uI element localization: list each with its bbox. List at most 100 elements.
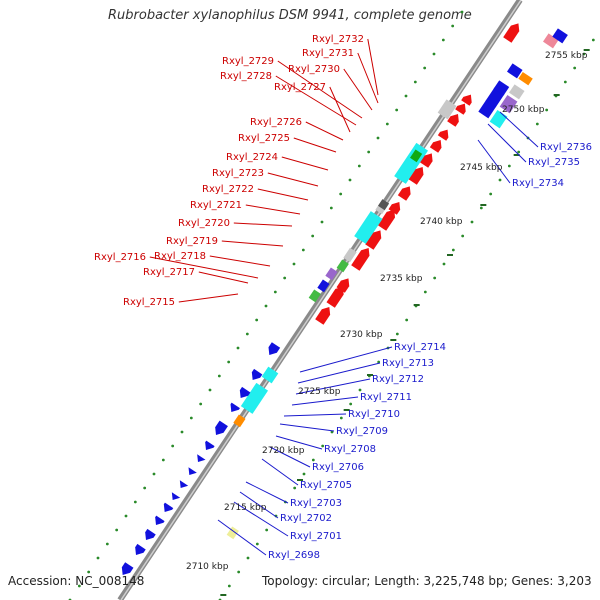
reverse-gene [179, 480, 189, 488]
tick-dot [507, 164, 511, 168]
reverse-label-leader [295, 378, 371, 395]
reverse-gene [155, 515, 165, 525]
forward-label-leader [221, 240, 284, 247]
tick-dot [348, 178, 352, 182]
upper-gene-rect [552, 28, 568, 44]
forward-gene-arrow [388, 202, 401, 215]
tick-dot [413, 80, 417, 84]
tick-dot [227, 584, 231, 588]
forward-gene-arrow [461, 94, 472, 106]
feature-box [226, 526, 239, 540]
tick-dot [460, 10, 464, 14]
reverse-gene-arrow [179, 480, 189, 488]
tick-dot [283, 276, 287, 280]
forward-gene-arrow [419, 153, 433, 168]
tick-dot [489, 192, 493, 196]
forward-gene [447, 114, 459, 127]
tick-dot [180, 430, 184, 434]
feature-rect [437, 99, 457, 120]
reverse-gene-upper [518, 72, 533, 86]
tick-dot [96, 556, 100, 560]
accession-label: Accession: NC_008148 [8, 574, 145, 588]
forward-gene [315, 307, 331, 325]
kbp-tick [553, 94, 560, 96]
tick-dot [292, 262, 296, 266]
reverse-label-leader [299, 346, 393, 373]
reverse-gene-arrow [251, 368, 263, 380]
reverse-gene-upper [493, 80, 510, 96]
tick-dot [273, 290, 277, 294]
tick-dot [311, 234, 315, 238]
reverse-gene-arrow [197, 454, 206, 462]
feature-box [261, 366, 279, 384]
tick-dot [545, 108, 549, 112]
forward-gene [397, 186, 411, 201]
tick-dot [265, 528, 269, 532]
reverse-label-leader [269, 446, 311, 468]
reverse-label-leader [499, 111, 539, 148]
tick-dot [339, 192, 343, 196]
feature-box [437, 99, 457, 120]
forward-gene-label: Rxyl_2728 [220, 71, 272, 82]
feature-rect [343, 247, 357, 263]
feature-rect [325, 267, 338, 281]
forward-gene-label: Rxyl_2715 [123, 297, 175, 308]
reverse-label-leader [261, 458, 299, 486]
forward-gene-arrow [447, 114, 459, 127]
kbp-tick-label: 2740 kbp [420, 217, 463, 227]
tick-dot [395, 108, 399, 112]
feature-rect [378, 199, 390, 211]
forward-label-leader [245, 204, 301, 215]
reverse-gene [163, 502, 174, 512]
tick-dot [376, 136, 380, 140]
forward-label-leader [178, 293, 239, 303]
forward-label-leader [149, 256, 259, 279]
forward-gene [503, 23, 520, 43]
reverse-gene-label: Rxyl_2734 [512, 178, 564, 189]
forward-gene-label: Rxyl_2727 [274, 82, 326, 93]
reverse-label-leader [233, 501, 289, 537]
forward-gene-label: Rxyl_2732 [312, 34, 364, 45]
reverse-gene-label: Rxyl_2713 [382, 358, 434, 369]
kbp-tick [480, 204, 487, 206]
forward-gene-label: Rxyl_2720 [178, 218, 230, 229]
tick-dot [208, 388, 212, 392]
forward-gene [351, 248, 370, 271]
upper-gene-rect [518, 72, 533, 86]
tick-dot [255, 318, 259, 322]
feature-rect [410, 149, 423, 163]
map-title: Rubrobacter xylanophilus DSM 9941, compl… [108, 8, 472, 23]
tick-dot [133, 500, 137, 504]
reverse-gene-label: Rxyl_2711 [360, 392, 412, 403]
reverse-gene [205, 440, 215, 450]
kbp-tick-label: 2735 kbp [380, 274, 423, 284]
forward-gene-arrow [336, 278, 350, 293]
kbp-tick [297, 479, 303, 481]
reverse-gene-label: Rxyl_2698 [268, 550, 320, 561]
forward-gene-arrow [326, 286, 344, 308]
forward-gene-label: Rxyl_2722 [202, 184, 254, 195]
forward-gene-label: Rxyl_2731 [302, 48, 354, 59]
feature-rect [226, 526, 239, 540]
tick-dot [246, 556, 250, 560]
reverse-gene-label: Rxyl_2701 [290, 531, 342, 542]
reverse-gene-arrow [163, 502, 174, 512]
forward-gene-label: Rxyl_2730 [288, 64, 340, 75]
tick-dot [320, 220, 324, 224]
kbp-tick-label: 2715 kbp [224, 503, 267, 513]
reverse-gene-upper [552, 28, 568, 44]
gene-tracks [121, 23, 568, 575]
feature-box [354, 211, 383, 244]
tick-dot [293, 486, 297, 490]
reverse-gene [197, 454, 206, 462]
tick-dot [227, 360, 231, 364]
reverse-gene-label: Rxyl_2736 [540, 142, 592, 153]
tick-dot [161, 458, 165, 462]
forward-gene [455, 103, 466, 115]
reverse-gene-label: Rxyl_2710 [348, 409, 400, 420]
tick-dot [395, 332, 399, 336]
reverse-label-leader [275, 435, 323, 450]
kbp-tick-label: 2725 kbp [298, 387, 341, 397]
tick-dot [199, 402, 203, 406]
tick-dot [591, 38, 595, 42]
